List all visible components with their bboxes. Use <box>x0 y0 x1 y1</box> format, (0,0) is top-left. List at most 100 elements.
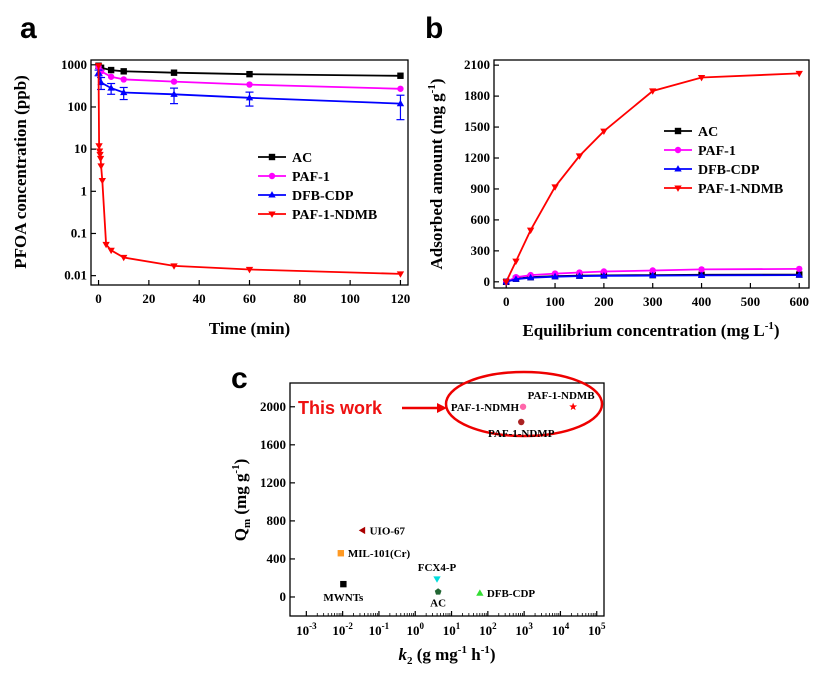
panel-b-x-tick-label: 200 <box>594 294 614 309</box>
panel-b-point-DFB-CDP <box>526 273 535 281</box>
panel-a-point-PAF-1-NDMB <box>95 143 103 150</box>
panel-a-point-DFB-CDP <box>107 84 115 91</box>
panel-c-point-PAF-1-NDMP <box>518 418 525 426</box>
panel-b-point-DFB-CDP <box>551 272 559 280</box>
panel-b-legend-marker <box>674 146 682 154</box>
panel-a-y-axis-title: PFOA concentration (ppb) <box>11 75 30 269</box>
panel-a-x-tick-label: 0 <box>95 291 102 306</box>
panel-b-chart: Equilibrium concentration (mg L-1) Adsor… <box>426 57 810 340</box>
panel-b-point-PAF-1-NDMB <box>502 279 510 286</box>
panel-a-y-tick-label: 10 <box>74 141 87 156</box>
panel-c-y-axis-title: Qm (mg g-1) <box>230 459 253 542</box>
panel-c-y-tick-label: 1200 <box>260 475 286 490</box>
panel-a-legend-marker <box>268 191 276 198</box>
panel-b-point-DFB-CDP <box>697 271 706 278</box>
panel-a-x-tick-label: 100 <box>340 291 360 306</box>
panel-a-letter: a <box>20 12 37 45</box>
panel-b-x-tick-label: 300 <box>643 294 663 309</box>
panel-a-y-tick-label: 0.1 <box>71 225 87 240</box>
panel-a-y-tick-label: 100 <box>68 99 88 114</box>
panel-b-y-axis-title: Adsorbed amount (mg g-1) <box>426 79 446 270</box>
panel-c-point-DFB-CDP <box>476 589 484 596</box>
panel-c-letter: c <box>231 362 248 395</box>
panel-a-point-PAF-1-NDMB <box>96 155 105 163</box>
panel-b-point-PAF-1-NDMB <box>526 227 535 235</box>
panel-b-point-DFB-CDP <box>512 275 520 282</box>
panel-c-point-label: AC <box>430 598 446 610</box>
panel-a-y-tick-label: 1000 <box>61 57 87 72</box>
panel-c-callout-arrow-head <box>437 403 447 413</box>
panel-c-x-tick-label: 10-2 <box>332 621 353 638</box>
panel-b-y-tick-label: 1200 <box>464 150 490 165</box>
panel-c-point-FCX4-P <box>433 576 441 583</box>
panel-c-point-UIO-67 <box>358 526 366 535</box>
panel-b-point-PAF-1 <box>796 265 803 273</box>
panel-a-legend-marker <box>268 211 276 218</box>
panel-b-point-PAF-1 <box>698 266 705 273</box>
panel-c-x-tick-label: 103 <box>515 621 533 638</box>
panel-a-point-DFB-CDP <box>245 93 254 101</box>
panel-a-point-PAF-1 <box>107 73 115 80</box>
panel-b-point-DFB-CDP <box>795 271 803 278</box>
panel-b-point-PAF-1-NDMB <box>575 153 584 160</box>
panel-a-chart: Time (min) PFOA concentration (ppb) 0 20 4… <box>11 57 410 338</box>
panel-c-point-label: FCX4-P <box>418 562 457 574</box>
panel-a-point-DFB-CDP <box>396 99 405 107</box>
panel-a-point-PAF-1-NDMB <box>245 266 254 274</box>
panel-b-legend-marker <box>674 185 682 192</box>
panel-b-legend-marker <box>674 165 682 172</box>
panel-c-point-PAF-1-NDMH <box>519 403 527 410</box>
panel-a-point-PAF-1-NDMB <box>102 241 110 249</box>
panel-b-letter: b <box>425 12 443 45</box>
panel-c-x-tick-label: 100 <box>406 621 424 638</box>
panel-a-point-DFB-CDP <box>120 88 128 96</box>
panel-c-x-axis-title: k2 (g mg-1 h-1) <box>398 644 495 667</box>
panel-c-x-tick-label: 102 <box>479 621 497 638</box>
panel-a-point-DFB-CDP <box>170 90 178 97</box>
panel-a-point-AC <box>397 72 404 79</box>
panel-c-callout-text: This work <box>298 398 383 418</box>
panel-c-point-MIL-101(Cr) <box>337 550 345 557</box>
panel-a-legend-label: DFB-CDP <box>292 189 354 204</box>
panel-c-y-tick-label: 1600 <box>260 437 286 452</box>
panel-b-point-DFB-CDP <box>649 271 657 279</box>
panel-a-legend-label: AC <box>292 151 312 166</box>
panel-b-y-tick-label: 0 <box>484 274 491 289</box>
panel-c-point-label: UIO-67 <box>370 525 406 537</box>
panel-b-x-tick-label: 0 <box>503 294 510 309</box>
panel-a-y-tick-label: 1 <box>81 183 88 198</box>
panel-b-point-PAF-1-NDMB <box>600 128 608 136</box>
panel-b-legend-marker <box>674 127 682 135</box>
panel-a-legend-marker <box>268 153 276 161</box>
panel-a-point-PAF-1 <box>397 85 404 92</box>
panel-a-point-PAF-1-NDMB <box>107 247 115 255</box>
panel-a-point-PAF-1-NDMB <box>97 163 105 170</box>
panel-b-plot-frame <box>493 59 810 289</box>
panel-b-point-PAF-1 <box>600 268 608 275</box>
panel-b-x-tick-label: 600 <box>789 294 809 309</box>
panel-a-point-AC <box>107 66 115 74</box>
panel-c-y-tick-label: 0 <box>280 589 287 604</box>
panel-b-x-tick-label: 400 <box>692 294 712 309</box>
panel-a-x-tick-label: 80 <box>293 291 306 306</box>
panel-c-point-label: MIL-101(Cr) <box>348 548 411 560</box>
panel-a-point-PAF-1-NDMB <box>98 177 107 185</box>
panel-b-point-PAF-1 <box>649 267 656 274</box>
panel-a-point-AC <box>246 70 253 78</box>
panel-b-point-DFB-CDP <box>575 272 584 279</box>
panel-c-x-tick-label: 104 <box>552 621 570 638</box>
panel-b-point-PAF-1-NDMB <box>795 70 803 78</box>
panel-b-y-tick-label: 300 <box>471 243 491 258</box>
panel-b-legend-label: DFB-CDP <box>698 163 760 178</box>
panel-c-y-tick-label: 400 <box>267 551 287 566</box>
panel-b-legend-label: AC <box>698 125 718 140</box>
panel-a-point-PAF-1 <box>170 78 178 85</box>
panel-a-point-PAF-1-NDMB <box>94 63 103 70</box>
panel-a-point-PAF-1-NDMB <box>95 148 104 155</box>
panel-b-x-tick-label: 500 <box>741 294 761 309</box>
panel-c-y-tick-label: 800 <box>267 513 287 528</box>
panel-a-point-AC <box>170 69 178 76</box>
panel-b-y-tick-label: 900 <box>471 181 491 196</box>
panel-c-point-label: DFB-CDP <box>487 588 536 600</box>
